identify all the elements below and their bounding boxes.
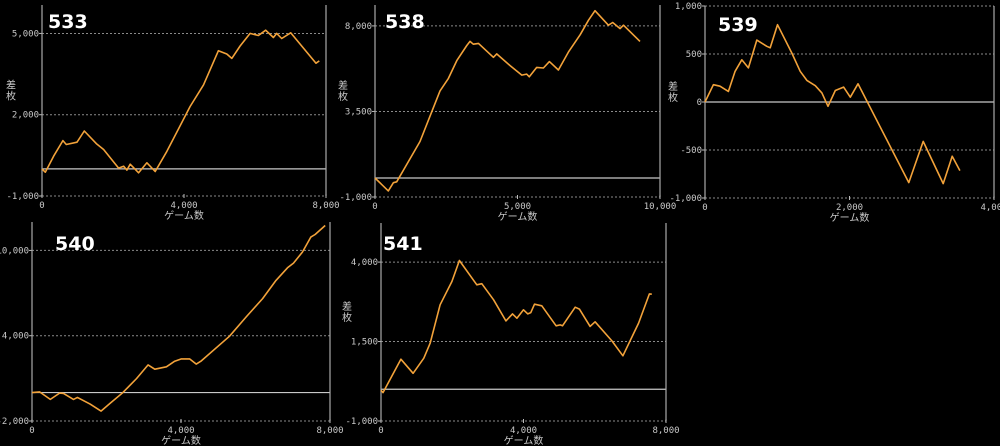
y-tick-label: -1,000 (6, 192, 39, 202)
x-tick-label: 8,000 (312, 201, 339, 211)
y-tick-label: 1,500 (351, 338, 378, 348)
chart-title: 533 (48, 11, 88, 33)
y-tick-label: 0 (697, 98, 702, 108)
chart-539: -1,000 -500 0 500 1,000 0 2,000 4,000 ゲーム数 差枚 539 (668, 2, 1000, 224)
chart-title: 539 (718, 14, 758, 36)
series-line (380, 259, 652, 394)
y-tick-label: -500 (680, 146, 702, 156)
y-tick-label: 5,000 (12, 29, 39, 39)
x-axis-label: ゲーム数 (830, 211, 870, 224)
y-axis-label: 枚 (342, 311, 352, 324)
y-tick-label: 3,500 (345, 107, 372, 117)
chart-541: -1,000 1,500 4,000 0 4,000 8,000 ゲーム数 差枚 541 (342, 223, 680, 446)
x-axis-label: ゲーム数 (504, 434, 544, 446)
x-tick-label: 4,000 (980, 203, 1000, 213)
y-tick-label: 10,000 (0, 246, 29, 256)
x-axis-label: ゲーム数 (498, 210, 538, 223)
series-line (41, 29, 320, 174)
x-tick-label: 0 (39, 201, 44, 211)
y-axis-label: 差 (342, 300, 352, 313)
y-axis-label: 枚 (338, 90, 348, 103)
x-axis-label: ゲーム数 (161, 434, 201, 446)
x-axis-label: ゲーム数 (164, 209, 204, 222)
series-line (704, 23, 961, 185)
x-tick-label: 4,000 (510, 426, 537, 436)
y-tick-label: -1,000 (669, 194, 702, 204)
x-tick-label: 5,000 (504, 202, 531, 212)
chart-title: 541 (383, 233, 423, 255)
y-tick-label: 4,000 (351, 258, 378, 268)
x-tick-label: 0 (702, 203, 707, 213)
y-axis-label: 差 (338, 79, 348, 92)
y-axis-label: 枚 (6, 90, 16, 103)
y-tick-label: 8,000 (345, 22, 372, 32)
x-tick-label: 10,000 (644, 202, 677, 212)
x-tick-label: 8,000 (652, 426, 679, 436)
x-tick-label: 4,000 (170, 201, 197, 211)
y-axis-label: 枚 (668, 91, 678, 104)
chart-title: 538 (385, 11, 425, 33)
x-tick-label: 2,000 (836, 203, 863, 213)
chart-540: -2,000 4,000 10,000 0 4,000 8,000 ゲーム数 540 (0, 222, 344, 446)
y-tick-label: -1,000 (345, 417, 378, 427)
x-tick-label: 0 (378, 426, 383, 436)
y-axis-label: 差 (668, 80, 678, 93)
chart-533: -1,000 2,000 5,000 0 4,000 8,000 ゲーム数 差枚 533 (6, 5, 340, 222)
series-line (374, 9, 641, 192)
y-tick-label: -1,000 (339, 193, 372, 203)
series-line (31, 224, 326, 412)
x-tick-label: 8,000 (316, 426, 343, 436)
y-axis-label: 差 (6, 79, 16, 92)
x-tick-label: 0 (29, 426, 34, 436)
y-tick-label: 4,000 (2, 332, 29, 342)
y-tick-label: 2,000 (12, 111, 39, 121)
x-tick-label: 4,000 (167, 426, 194, 436)
y-tick-label: -2,000 (0, 417, 29, 427)
y-tick-label: 1,000 (675, 2, 702, 12)
x-tick-label: 0 (372, 202, 377, 212)
y-tick-label: 500 (686, 50, 702, 60)
chart-title: 540 (55, 233, 95, 255)
